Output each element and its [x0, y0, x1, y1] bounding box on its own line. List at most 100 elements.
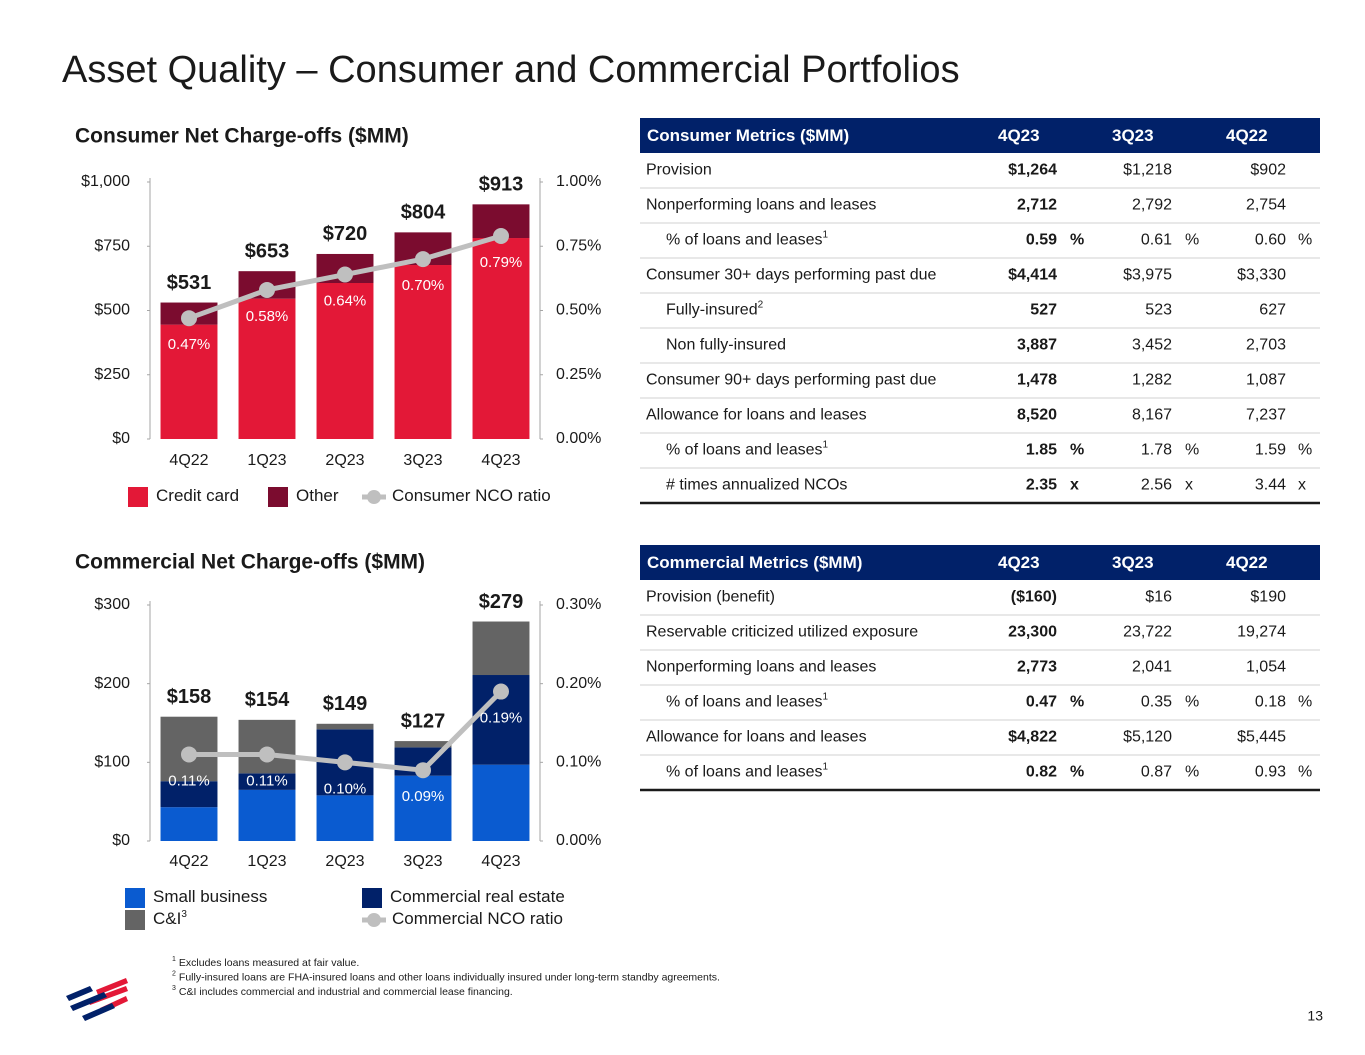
row-label-text: % of loans and leases — [666, 232, 823, 249]
cell-unit: % — [1298, 232, 1312, 249]
legend-label: Commercial NCO ratio — [392, 909, 563, 928]
slide-title: Asset Quality – Consumer and Commercial … — [62, 49, 960, 91]
bar-segment — [160, 324, 218, 439]
y-tick-label: $750 — [94, 237, 130, 254]
logo — [66, 978, 128, 1021]
bar-segment — [238, 789, 296, 841]
cell-value: 1.59 — [1255, 442, 1286, 459]
ratio-label: 0.19% — [480, 710, 523, 727]
cell-value: 0.61 — [1141, 232, 1172, 249]
header-cell: 4Q23 — [998, 553, 1040, 572]
ratio-point — [259, 281, 275, 298]
legend-name: Consumer NCO ratio — [392, 486, 551, 505]
bar-segment — [316, 795, 374, 841]
bar-segment — [238, 298, 296, 439]
ratio-label: 0.64% — [324, 292, 367, 309]
y2-tick-label: 0.25% — [556, 366, 601, 383]
cell-value: 1,282 — [1132, 372, 1172, 389]
row-label-text: Fully-insured — [666, 302, 758, 319]
x-tick-label: 4Q22 — [169, 853, 208, 870]
chart-title: Commercial Net Charge-offs ($MM) — [75, 551, 425, 574]
legend-label: Consumer NCO ratio — [392, 486, 551, 505]
cell-value: 1,478 — [1017, 372, 1057, 389]
row-label-text: Nonperforming loans and leases — [646, 659, 876, 676]
ratio-point — [181, 310, 197, 327]
cell-value: $5,445 — [1237, 729, 1286, 746]
bar-segment — [316, 283, 374, 439]
total-label: $158 — [167, 686, 212, 708]
row-label: Nonperforming loans and leases — [646, 197, 876, 214]
ratio-label: 0.47% — [168, 336, 211, 353]
cell-value: 0.60 — [1255, 232, 1286, 249]
bar-segment — [316, 723, 374, 730]
row-label: % of loans and leases1 — [666, 230, 829, 249]
chart-title: Consumer Net Charge-offs ($MM) — [75, 125, 409, 148]
legend-swatch — [125, 910, 145, 930]
bar-segment — [394, 775, 452, 841]
row-label-text: Consumer 90+ days performing past due — [646, 372, 936, 389]
footnote: 3 C&I includes commercial and industrial … — [172, 985, 513, 997]
cell-unit: % — [1298, 442, 1312, 459]
ratio-label: 0.79% — [480, 254, 523, 271]
header-cell: Consumer Metrics ($MM) — [647, 126, 849, 145]
footnote-marker: 2 — [172, 971, 176, 978]
cell-value: 1,087 — [1246, 372, 1286, 389]
row-label: Reservable criticized utilized exposure — [646, 624, 918, 641]
cell-value: 523 — [1145, 302, 1172, 319]
legend-name: Commercial real estate — [390, 887, 565, 906]
cell-value: 2,703 — [1246, 337, 1286, 354]
cell-value: 19,274 — [1237, 624, 1286, 641]
row-label-text: Allowance for loans and leases — [646, 729, 867, 746]
cell-unit: % — [1070, 764, 1084, 781]
header-cell: 3Q23 — [1112, 126, 1154, 145]
cell-value: ($160) — [1011, 589, 1057, 606]
x-tick-label: 2Q23 — [325, 853, 364, 870]
legend-label: Small business — [153, 887, 267, 906]
cell-unit: % — [1298, 694, 1312, 711]
legend-swatch — [128, 487, 148, 507]
legend-name: Commercial NCO ratio — [392, 909, 563, 928]
legend-label: Commercial real estate — [390, 887, 565, 906]
row-label: Consumer 90+ days performing past due — [646, 372, 936, 389]
ratio-label: 0.11% — [168, 772, 209, 789]
row-label: Provision (benefit) — [646, 589, 775, 606]
legend-swatch — [362, 888, 382, 908]
row-label-text: Reservable criticized utilized exposure — [646, 624, 918, 641]
row-label: Consumer 30+ days performing past due — [646, 267, 936, 284]
cell-value: 1,054 — [1246, 659, 1286, 676]
ratio-point — [259, 746, 275, 763]
cell-unit: % — [1185, 694, 1199, 711]
row-label: % of loans and leases1 — [666, 762, 829, 781]
bar-segment — [472, 621, 530, 676]
header-cell: 4Q22 — [1226, 126, 1268, 145]
row-label: Allowance for loans and leases — [646, 729, 867, 746]
legend-name: Other — [296, 486, 339, 505]
cell-value: $16 — [1145, 589, 1172, 606]
cell-unit: % — [1070, 442, 1084, 459]
cell-value: 8,520 — [1017, 407, 1057, 424]
row-label: # times annualized NCOs — [666, 477, 847, 494]
x-tick-label: 4Q23 — [481, 452, 520, 469]
total-label: $720 — [323, 223, 368, 245]
cell-unit: % — [1185, 764, 1199, 781]
row-label: Provision — [646, 162, 712, 179]
footnote-text: Fully-insured loans are FHA-insured loan… — [179, 971, 720, 983]
y2-tick-label: 1.00% — [556, 173, 601, 190]
header-cell: Commercial Metrics ($MM) — [647, 553, 862, 572]
cell-value: 3,887 — [1017, 337, 1057, 354]
y-tick-label: $300 — [94, 596, 130, 613]
total-label: $127 — [401, 710, 446, 732]
bar-segment — [472, 764, 530, 841]
cell-value: $5,120 — [1123, 729, 1172, 746]
header-cell: 4Q23 — [998, 126, 1040, 145]
superscript: 2 — [758, 300, 764, 311]
row-label: Allowance for loans and leases — [646, 407, 867, 424]
row-label-text: % of loans and leases — [666, 694, 823, 711]
y-tick-label: $250 — [94, 366, 130, 383]
page-number: 13 — [1307, 1008, 1323, 1024]
cell-value: 0.18 — [1255, 694, 1286, 711]
y2-tick-label: 0.50% — [556, 302, 601, 319]
footnote-text: C&I includes commercial and industrial a… — [179, 986, 513, 998]
row-label: % of loans and leases1 — [666, 440, 829, 459]
cell-value: 3.44 — [1255, 477, 1286, 494]
